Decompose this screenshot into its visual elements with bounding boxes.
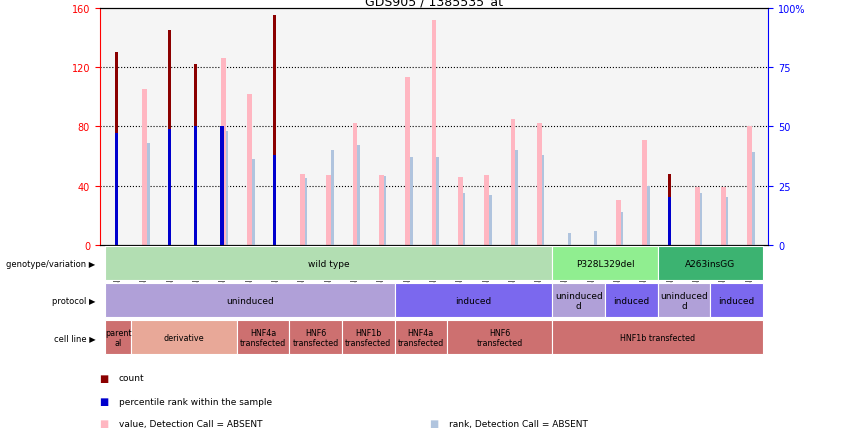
Bar (273, 16, 276, 245)
Text: ■: ■ (100, 396, 112, 406)
Bar (552, 247, 658, 281)
Bar (331, 151, 333, 245)
Text: induced: induced (613, 296, 649, 305)
Bar (510, 119, 516, 245)
Text: percentile rank within the sample: percentile rank within the sample (119, 397, 272, 406)
Text: wild type: wild type (308, 259, 350, 268)
Text: HNF1b transfected: HNF1b transfected (620, 333, 695, 342)
Text: HNF6
transfected: HNF6 transfected (293, 328, 339, 347)
Text: ■: ■ (430, 418, 442, 428)
Text: uninduced
d: uninduced d (555, 291, 602, 310)
Bar (326, 176, 331, 245)
Bar (253, 160, 255, 245)
Text: rank, Detection Call = ABSENT: rank, Detection Call = ABSENT (449, 418, 588, 427)
Bar (105, 247, 552, 281)
Text: HNF4a
transfected: HNF4a transfected (398, 328, 444, 347)
Bar (358, 146, 360, 245)
Bar (537, 124, 542, 245)
Text: cell line ▶: cell line ▶ (54, 333, 95, 342)
Bar (115, 53, 118, 245)
Bar (447, 320, 552, 355)
Bar (667, 198, 671, 245)
Bar (194, 65, 197, 245)
Bar (463, 193, 465, 245)
Bar (552, 320, 763, 355)
Bar (658, 247, 763, 281)
Text: parent
al: parent al (105, 328, 131, 347)
Text: HNF1b
transfected: HNF1b transfected (345, 328, 391, 347)
Text: count: count (119, 373, 145, 382)
Text: uninduced: uninduced (226, 296, 273, 305)
Bar (700, 193, 702, 245)
Text: ■: ■ (100, 373, 112, 383)
Bar (410, 158, 412, 245)
Bar (142, 90, 147, 245)
Bar (658, 283, 710, 318)
Bar (710, 283, 763, 318)
Bar (458, 177, 463, 245)
Text: induced: induced (719, 296, 755, 305)
Bar (395, 320, 447, 355)
Bar (168, 129, 171, 245)
Text: P328L329del: P328L329del (575, 259, 635, 268)
Text: HNF6
transfected: HNF6 transfected (477, 328, 523, 347)
Text: ■: ■ (100, 418, 112, 428)
Bar (694, 187, 700, 245)
Bar (721, 187, 726, 245)
Text: derivative: derivative (164, 333, 204, 342)
Bar (379, 176, 384, 245)
Bar (221, 59, 226, 245)
Bar (484, 176, 489, 245)
Bar (552, 283, 605, 318)
Bar (237, 320, 289, 355)
Bar (352, 124, 358, 245)
Bar (747, 127, 753, 245)
Bar (247, 95, 253, 245)
Bar (147, 144, 149, 245)
Bar (568, 233, 570, 245)
Text: induced: induced (456, 296, 491, 305)
Bar (753, 153, 755, 245)
Bar (305, 179, 307, 245)
Bar (667, 174, 671, 245)
Text: uninduced
d: uninduced d (660, 291, 707, 310)
Bar (342, 320, 395, 355)
Bar (115, 134, 118, 245)
Bar (615, 201, 621, 245)
Title: GDS905 / 1385535_at: GDS905 / 1385535_at (365, 0, 503, 7)
Bar (220, 127, 224, 245)
Bar (384, 177, 386, 245)
Bar (131, 320, 237, 355)
Bar (431, 20, 437, 245)
Text: genotype/variation ▶: genotype/variation ▶ (6, 259, 95, 268)
Bar (542, 155, 544, 245)
Bar (405, 78, 410, 245)
Text: HNF4a
transfected: HNF4a transfected (240, 328, 286, 347)
Bar (289, 320, 342, 355)
Text: value, Detection Call = ABSENT: value, Detection Call = ABSENT (119, 418, 262, 427)
Bar (105, 320, 131, 355)
Text: protocol ▶: protocol ▶ (52, 296, 95, 305)
Bar (595, 231, 597, 245)
Bar (437, 158, 439, 245)
Text: A263insGG: A263insGG (685, 259, 735, 268)
Bar (300, 174, 305, 245)
Bar (489, 196, 491, 245)
Bar (105, 283, 395, 318)
Bar (516, 151, 518, 245)
Bar (273, 155, 276, 245)
Bar (726, 198, 728, 245)
Bar (226, 132, 228, 245)
Bar (194, 127, 197, 245)
Bar (168, 31, 171, 245)
Bar (642, 140, 647, 245)
Bar (647, 186, 649, 245)
Bar (395, 283, 552, 318)
Bar (621, 212, 623, 245)
Bar (605, 283, 658, 318)
